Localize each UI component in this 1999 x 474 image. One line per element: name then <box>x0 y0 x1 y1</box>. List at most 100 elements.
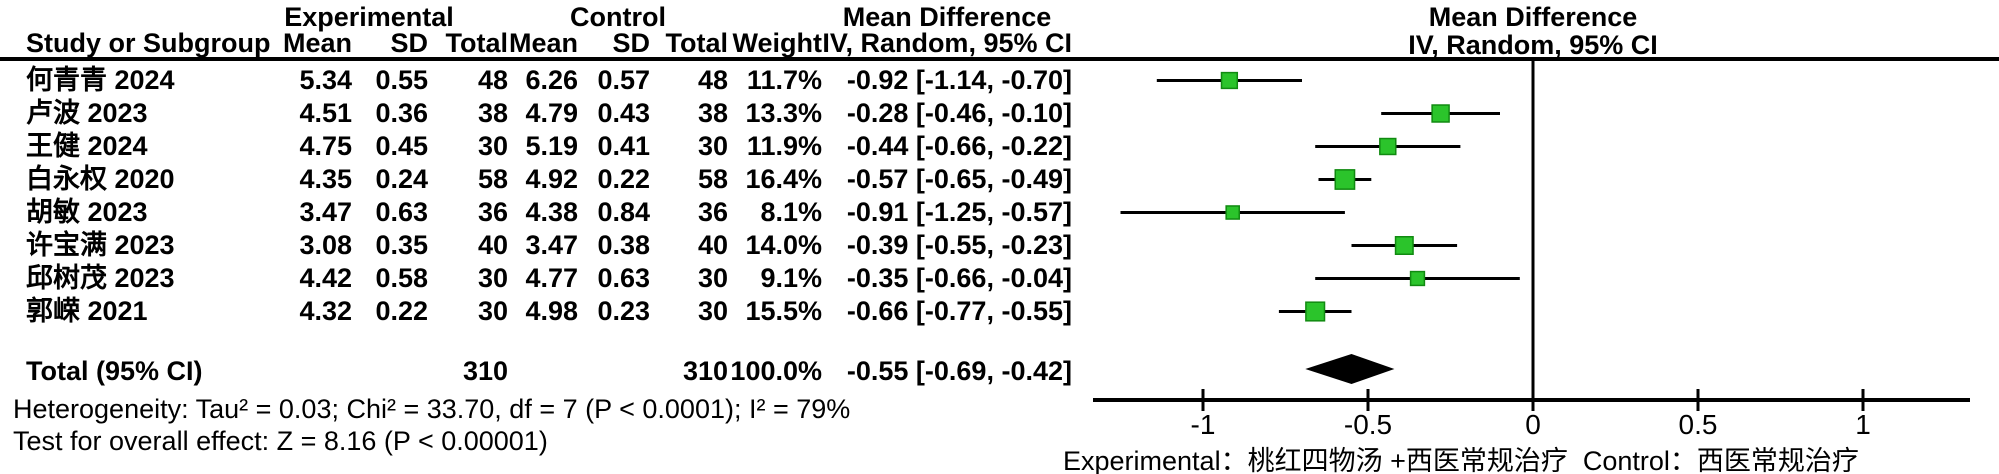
col-exp-sd: SD <box>390 28 428 58</box>
weight-value: 11.9% <box>746 131 822 161</box>
ctrl-total-value: 40 <box>697 230 728 260</box>
exp-mean-value: 4.35 <box>299 164 352 194</box>
ci-text: -0.28 [-0.46, -0.10] <box>846 98 1072 128</box>
weight-value: 13.3% <box>745 98 822 128</box>
col-exp-mean: Mean <box>282 28 352 58</box>
ctrl-sd-value: 0.41 <box>597 131 650 161</box>
axis-tick-label: -1 <box>1191 409 1216 440</box>
col-study: Study or Subgroup <box>26 28 271 58</box>
axis-tick-label: -0.5 <box>1344 409 1392 440</box>
axis-tick-label: 0.5 <box>1679 409 1718 440</box>
exp-sd-value: 0.63 <box>375 197 428 227</box>
weight-value: 9.1% <box>760 263 822 293</box>
total-label: Total (95% CI) <box>26 356 203 386</box>
exp-total-value: 30 <box>477 296 508 326</box>
ctrl-sd-value: 0.84 <box>597 197 650 227</box>
weight-value: 11.7% <box>746 65 822 95</box>
table-row: 白永权 2020 4.35 0.24 58 4.92 0.22 58 16.4%… <box>0 163 1072 196</box>
ctrl-sd-value: 0.38 <box>597 230 650 260</box>
total-ci: -0.55 [-0.69, -0.42] <box>846 356 1072 386</box>
exp-sd-value: 0.24 <box>375 164 428 194</box>
ctrl-sd-value: 0.23 <box>597 296 650 326</box>
effect-square-icon <box>1431 104 1450 123</box>
effect-square-icon <box>1409 270 1426 287</box>
ctrl-sd-value: 0.57 <box>597 65 650 95</box>
study-label: 胡敏 2023 <box>26 197 148 227</box>
axis-caption: Experimental：桃红四物汤 +西医常规治疗 Control：西医常规治… <box>1063 446 1859 474</box>
exp-mean-value: 3.47 <box>299 197 352 227</box>
exp-total-value: 30 <box>477 263 508 293</box>
ctrl-mean-value: 4.92 <box>525 164 578 194</box>
weight-value: 16.4% <box>745 164 822 194</box>
ctrl-sd-value: 0.43 <box>597 98 650 128</box>
exp-mean-value: 5.34 <box>299 65 352 95</box>
effect-square-icon <box>1379 137 1397 156</box>
study-label: 卢波 2023 <box>26 98 148 128</box>
table-row: 王健 2024 4.75 0.45 30 5.19 0.41 30 11.9% … <box>0 130 1072 163</box>
exp-sd-value: 0.45 <box>375 131 428 161</box>
effect-square-icon <box>1220 71 1239 90</box>
study-label: 郭嵘 2021 <box>26 296 148 326</box>
plot-header-method: IV, Random, 95% CI <box>1408 30 1658 60</box>
col-exp-total: Total <box>445 28 509 58</box>
axis-tick-label: 1 <box>1855 409 1871 440</box>
exp-mean-value: 4.42 <box>299 263 352 293</box>
study-label: 邱树茂 2023 <box>26 263 175 293</box>
exp-sd-value: 0.22 <box>375 296 428 326</box>
exp-mean-value: 4.32 <box>299 296 352 326</box>
exp-mean-value: 3.08 <box>299 230 352 260</box>
ci-text: -0.39 [-0.55, -0.23] <box>846 230 1072 260</box>
study-label: 许宝满 2023 <box>26 230 175 260</box>
study-label: 何青青 2024 <box>26 65 175 95</box>
exp-total-value: 30 <box>477 131 508 161</box>
ctrl-mean-value: 4.79 <box>525 98 578 128</box>
exp-mean-value: 4.75 <box>299 131 352 161</box>
total-row: Total (95% CI) 310 310 100.0% -0.55 [-0.… <box>0 355 1072 388</box>
table-row: 何青青 2024 5.34 0.55 48 6.26 0.57 48 11.7%… <box>0 64 1072 97</box>
effect-square-icon <box>1305 301 1326 322</box>
ctrl-mean-value: 4.38 <box>525 197 578 227</box>
col-ctrl-total: Total <box>665 28 729 58</box>
effect-square-icon <box>1225 205 1240 220</box>
study-label: 王健 2024 <box>26 131 148 161</box>
exp-total-value: 48 <box>477 65 508 95</box>
exp-total-value: 58 <box>477 164 508 194</box>
exp-sd-value: 0.36 <box>375 98 428 128</box>
ctrl-mean-value: 3.47 <box>525 230 578 260</box>
col-ci: IV, Random, 95% CI <box>822 28 1072 58</box>
exp-sd-value: 0.35 <box>375 230 428 260</box>
ctrl-total-value: 38 <box>697 98 728 128</box>
overall-effect-line: Test for overall effect: Z = 8.16 (P < 0… <box>13 426 548 456</box>
ctrl-total-value: 48 <box>697 65 728 95</box>
exp-total-value: 36 <box>477 197 508 227</box>
table-row: 许宝满 2023 3.08 0.35 40 3.47 0.38 40 14.0%… <box>0 229 1072 262</box>
col-ctrl-sd: SD <box>612 28 650 58</box>
group-header-experimental: Experimental <box>284 2 454 32</box>
ctrl-mean-value: 5.19 <box>525 131 578 161</box>
weight-value: 8.1% <box>760 197 822 227</box>
ci-text: -0.91 [-1.25, -0.57] <box>846 197 1072 227</box>
study-label: 白永权 2020 <box>26 164 175 194</box>
effect-square-icon <box>1394 236 1414 255</box>
ctrl-sd-value: 0.22 <box>597 164 650 194</box>
exp-sd-value: 0.55 <box>375 65 428 95</box>
ctrl-mean-value: 4.77 <box>525 263 578 293</box>
plot-header-mean-difference: Mean Difference <box>1428 2 1638 32</box>
total-exp-total: 310 <box>462 356 508 386</box>
ctrl-total-value: 30 <box>697 263 728 293</box>
ci-text: -0.57 [-0.65, -0.49] <box>846 164 1072 194</box>
weight-value: 15.5% <box>745 296 822 326</box>
ci-text: -0.92 [-1.14, -0.70] <box>846 65 1072 95</box>
group-header-mean-difference: Mean Difference <box>842 2 1052 32</box>
ci-text: -0.66 [-0.77, -0.55] <box>846 296 1072 326</box>
exp-total-value: 38 <box>477 98 508 128</box>
effect-square-icon <box>1334 169 1356 190</box>
table-header-row: Study or Subgroup Mean SD Total Mean SD … <box>0 28 1072 58</box>
ctrl-mean-value: 4.98 <box>525 296 578 326</box>
group-header-control: Control <box>570 2 666 32</box>
col-ctrl-mean: Mean <box>508 28 578 58</box>
total-weight: 100.0% <box>730 356 822 386</box>
exp-total-value: 40 <box>477 230 508 260</box>
